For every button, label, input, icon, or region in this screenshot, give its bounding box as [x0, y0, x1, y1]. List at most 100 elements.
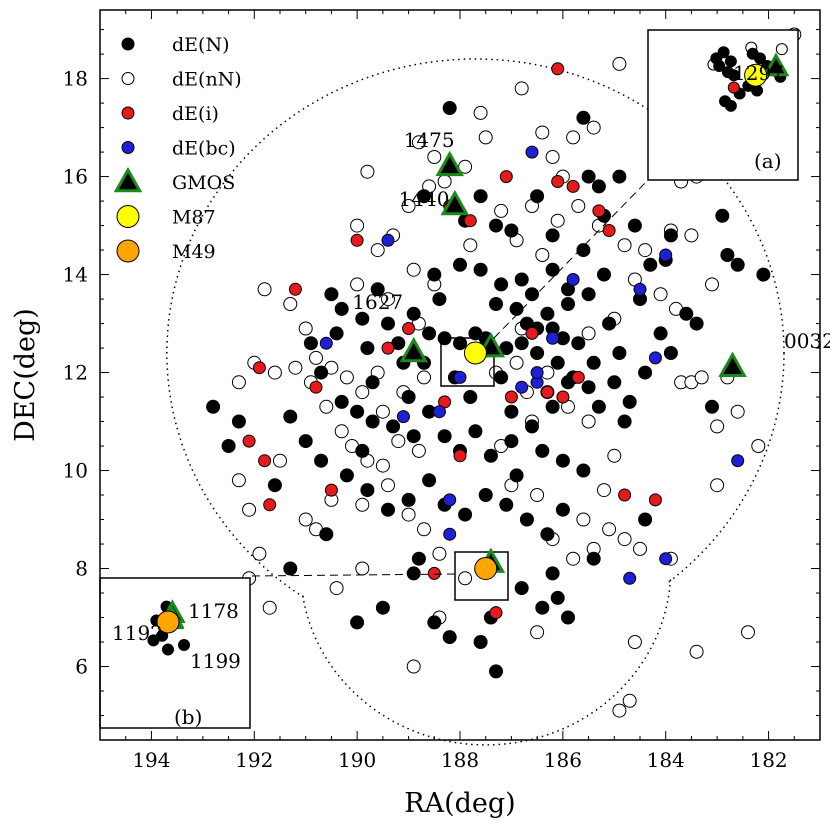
point-dEN-91: [638, 512, 653, 527]
point-dEnN-67: [252, 546, 267, 561]
point-dEnN-55: [375, 458, 390, 473]
point-dEbc-2: [659, 248, 673, 262]
point-dEN-62: [339, 468, 354, 483]
point-dEN-79: [442, 630, 457, 645]
point-dEN-111: [494, 370, 509, 385]
point-dEi-24: [489, 606, 503, 620]
point-dEi-11: [525, 326, 539, 340]
point-dEnN-117: [355, 561, 370, 576]
point-dEN-110: [406, 429, 421, 444]
point-dEnN-88: [622, 693, 637, 708]
point-dEN-13: [427, 267, 442, 282]
point-dEN-97: [561, 297, 575, 311]
point-dEnN-59: [298, 512, 313, 527]
point-dEN-46: [350, 404, 365, 419]
inset-a-N-15: [724, 99, 737, 112]
point-dEN-7: [627, 218, 642, 233]
point-dEnN-79: [581, 414, 596, 429]
point-dEN-10: [715, 208, 730, 223]
point-dEi-2: [402, 322, 416, 335]
point-dEN-123: [653, 326, 668, 341]
point-dEN-25: [355, 311, 370, 326]
point-dEN-86: [375, 600, 390, 615]
point-dEnN-95: [730, 404, 745, 419]
point-dEnN-115: [597, 483, 611, 498]
point-dEnN-93: [710, 478, 725, 493]
ytick-label-16: 16: [63, 165, 88, 189]
point-dEN-0: [442, 101, 457, 115]
point-dEnN-87: [530, 625, 545, 640]
point-dEN-78: [427, 615, 442, 630]
axes: 194 192 190 188 186 184 182 6 8 10 12 14 16 18 RA(deg)…: [10, 9, 821, 819]
point-dEN-104: [329, 326, 344, 341]
point-dEnN-78: [607, 448, 622, 463]
point-dEN-141: [545, 228, 560, 243]
point-dEN-6: [591, 179, 606, 194]
point-dEN-53: [468, 424, 483, 439]
inset-b-annotation-1192: 1192: [112, 621, 163, 645]
point-dEnN-102: [535, 125, 550, 140]
point-dEN-113: [576, 463, 591, 478]
point-dEN-65: [401, 492, 416, 507]
legend-label-dEi: dE(i): [172, 103, 219, 125]
point-dEnN-35: [684, 228, 699, 243]
point-dEN-112: [535, 443, 550, 458]
point-dEN-103: [360, 341, 375, 356]
legend-item-dEi: dE(i): [121, 103, 219, 125]
point-dEnN-110: [463, 238, 478, 253]
point-dEN-100: [612, 346, 627, 360]
point-dEN-57: [545, 399, 560, 414]
point-dEnN-92: [741, 625, 755, 640]
m49-marker: [474, 557, 498, 581]
inset-b-annotation-1199: 1199: [190, 649, 241, 673]
annotation-1440: 1440: [399, 187, 450, 211]
point-dEnN-36: [705, 277, 719, 292]
point-dEN-81: [489, 664, 503, 679]
data-points: [206, 27, 802, 718]
legend-label-GMOS: GMOS: [172, 172, 235, 194]
point-dEN-106: [303, 336, 318, 351]
point-dEN-114: [555, 453, 570, 468]
point-dEbc-0: [525, 145, 539, 159]
point-dEN-101: [540, 306, 555, 321]
gmos-marker-2: [399, 336, 428, 363]
point-dEnN-5: [355, 385, 370, 400]
legend: dE(N) dE(nN) dE(i) dE(bc) GMOS M87 M49: [113, 34, 242, 263]
xtick-label-192: 192: [235, 748, 273, 772]
point-dEN-23: [324, 287, 339, 302]
point-dEN-121: [591, 399, 606, 414]
point-dEN-93: [679, 306, 694, 321]
point-dEN-34: [514, 336, 529, 351]
legend-marker-gmos: [113, 166, 143, 193]
point-dEN-37: [550, 355, 565, 370]
point-dEN-21: [597, 267, 611, 282]
inset-b-label: (b): [174, 705, 202, 729]
point-dEN-49: [401, 390, 416, 404]
point-dEN-43: [663, 346, 678, 360]
point-dEN-105: [365, 375, 380, 390]
xtick-label-190: 190: [338, 748, 376, 772]
inset-b: (b) 1178 1192 1199: [99, 577, 251, 729]
point-dEN-89: [283, 561, 298, 576]
point-dEnN-2: [309, 350, 323, 365]
point-dEN-92: [705, 399, 719, 414]
point-dEnN-114: [350, 277, 365, 292]
point-dEN-69: [478, 488, 493, 502]
point-dEN-27: [406, 306, 421, 321]
annotation-1627: 1627: [352, 290, 403, 314]
point-dEi-5: [499, 170, 513, 184]
point-dEN-122: [617, 414, 632, 429]
gmos-marker-1: [440, 189, 470, 216]
point-dEN-136: [720, 248, 735, 262]
point-dEN-48: [386, 419, 401, 434]
point-dEnN-19: [514, 81, 529, 96]
point-dEnN-66: [242, 502, 257, 517]
point-dEnN-56: [391, 434, 406, 449]
point-dEnN-52: [334, 424, 349, 439]
point-dEN-75: [231, 414, 246, 429]
ytick-label-18: 18: [63, 67, 88, 91]
legend-label-dEbc: dE(bc): [172, 138, 236, 160]
point-dEnN-6: [375, 404, 390, 419]
point-dEi-26: [648, 493, 662, 507]
